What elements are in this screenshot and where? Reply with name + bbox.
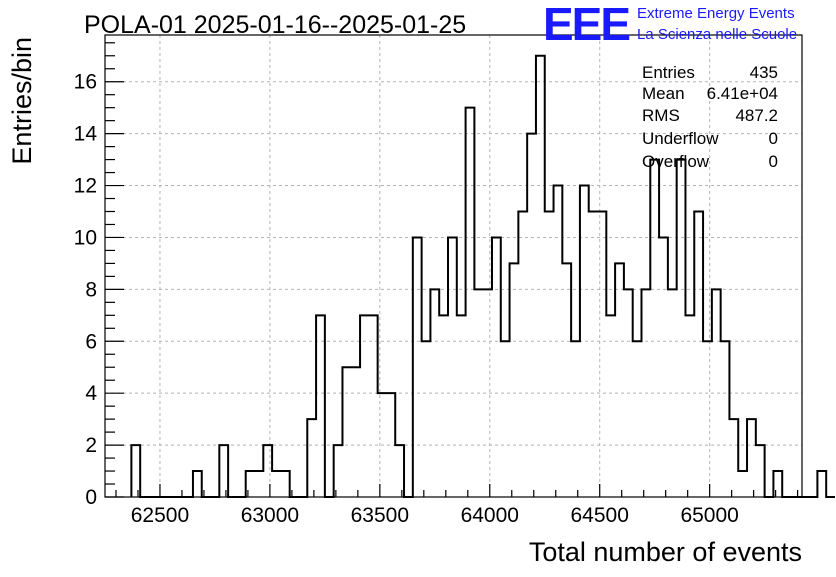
plot-frame bbox=[104, 34, 803, 498]
histogram-bin bbox=[457, 315, 466, 497]
histogram-bin bbox=[615, 263, 624, 497]
histogram-bin bbox=[703, 341, 712, 497]
y-tick-label: 2 bbox=[85, 434, 97, 457]
histogram-bin bbox=[316, 315, 325, 497]
histogram-bin bbox=[641, 289, 650, 497]
x-tick-label: 63500 bbox=[351, 504, 409, 527]
histogram-bin bbox=[131, 445, 140, 497]
histogram-bin bbox=[342, 367, 351, 497]
y-tick-label: 12 bbox=[74, 175, 97, 198]
stats-mean-label: Mean bbox=[642, 84, 685, 103]
histogram-outline bbox=[130, 54, 835, 498]
histogram-bin bbox=[369, 315, 378, 497]
histogram-bin bbox=[721, 341, 730, 497]
histogram-bin bbox=[773, 471, 782, 497]
x-tick-label: 65000 bbox=[680, 504, 738, 527]
histogram-bin bbox=[545, 211, 554, 497]
histogram-bin bbox=[598, 211, 607, 497]
histogram-bin bbox=[747, 419, 756, 497]
histogram-bin bbox=[694, 211, 703, 497]
histogram-bin bbox=[483, 289, 492, 497]
x-axis-title: Total number of events bbox=[529, 537, 802, 567]
stats-overflow-label: Overflow bbox=[642, 152, 710, 171]
tick-labels: 62500 63000 63500 64000 64500 65000 0 2 4 6 8 10 12 1… bbox=[74, 71, 739, 527]
y-tick-label: 16 bbox=[74, 71, 97, 94]
histogram-bin bbox=[659, 237, 668, 497]
histogram-bin bbox=[685, 315, 694, 497]
y-tick-label: 4 bbox=[85, 382, 97, 405]
histogram-bin bbox=[448, 237, 457, 497]
logo-line-1: Extreme Energy Events bbox=[637, 5, 795, 22]
histogram-bin bbox=[624, 289, 633, 497]
histogram-bin bbox=[430, 289, 439, 497]
histogram-bin bbox=[492, 237, 501, 497]
y-tick-label: 6 bbox=[85, 330, 97, 353]
histogram-bin bbox=[193, 471, 202, 497]
histogram-bin bbox=[501, 341, 510, 497]
stats-underflow-label: Underflow bbox=[642, 129, 719, 148]
histogram-bin bbox=[378, 393, 387, 497]
histogram-bin bbox=[281, 471, 290, 497]
histogram-bin bbox=[395, 445, 404, 497]
histogram-bin bbox=[817, 471, 826, 497]
histogram-bin bbox=[580, 186, 589, 497]
histogram-bin bbox=[219, 445, 228, 497]
x-tick-label: 64500 bbox=[571, 504, 629, 527]
y-tick-label: 10 bbox=[74, 226, 97, 249]
histogram-bin bbox=[351, 367, 360, 497]
eee-logo-mark: EEE bbox=[543, 0, 629, 50]
histogram-bin bbox=[334, 445, 343, 497]
histogram-bin bbox=[255, 471, 264, 497]
histogram-bin bbox=[439, 315, 448, 497]
stats-box: Entries 435 Mean 6.41e+04 RMS 487.2 Unde… bbox=[642, 63, 778, 171]
histogram-bin bbox=[562, 263, 571, 497]
axis-ticks bbox=[105, 42, 799, 498]
histogram-bin bbox=[756, 445, 765, 497]
stats-rms-value: 487.2 bbox=[735, 106, 778, 125]
histogram-bin bbox=[650, 160, 659, 497]
histogram-bin bbox=[606, 315, 615, 497]
stats-rms-label: RMS bbox=[642, 106, 680, 125]
x-tick-label: 62500 bbox=[131, 504, 189, 527]
histogram-bin bbox=[536, 56, 545, 497]
stats-entries-value: 435 bbox=[750, 63, 778, 82]
stats-mean-value: 6.41e+04 bbox=[707, 84, 778, 103]
histogram-bin bbox=[510, 263, 519, 497]
histogram-bin bbox=[518, 211, 527, 497]
histogram-bin bbox=[386, 393, 395, 497]
histogram-bin bbox=[360, 315, 369, 497]
histogram-bin bbox=[571, 341, 580, 497]
histogram-bin bbox=[422, 341, 431, 497]
histogram-bin bbox=[246, 471, 255, 497]
histogram-bars bbox=[130, 54, 835, 498]
histogram-bin bbox=[668, 289, 677, 497]
histogram-bin bbox=[272, 471, 281, 497]
stats-entries-label: Entries bbox=[642, 63, 695, 82]
histogram-bin bbox=[738, 471, 747, 497]
histogram-bin bbox=[263, 445, 272, 497]
y-tick-label: 0 bbox=[85, 486, 97, 509]
stats-underflow-value: 0 bbox=[769, 129, 778, 148]
logo-line-2: La Scienza nelle Scuole bbox=[637, 26, 797, 43]
y-tick-label: 14 bbox=[74, 123, 98, 146]
histogram-bin bbox=[633, 341, 642, 497]
stats-overflow-value: 0 bbox=[769, 152, 778, 171]
histogram-bin bbox=[527, 134, 536, 497]
histogram-bin bbox=[413, 237, 422, 497]
histogram-bin bbox=[474, 289, 483, 497]
histogram-bin bbox=[729, 419, 738, 497]
histogram-bin bbox=[307, 419, 316, 497]
y-tick-label: 8 bbox=[85, 278, 97, 301]
y-axis-title: Entries/bin bbox=[7, 37, 37, 165]
histogram-bin bbox=[712, 289, 721, 497]
histogram-bin bbox=[589, 211, 598, 497]
chart-title: POLA-01 2025-01-16--2025-01-25 bbox=[84, 11, 466, 39]
x-tick-label: 64000 bbox=[461, 504, 519, 527]
histogram-bin bbox=[554, 186, 563, 497]
x-tick-label: 63000 bbox=[241, 504, 299, 527]
histogram-bin bbox=[677, 160, 686, 497]
histogram-bin bbox=[466, 108, 475, 497]
